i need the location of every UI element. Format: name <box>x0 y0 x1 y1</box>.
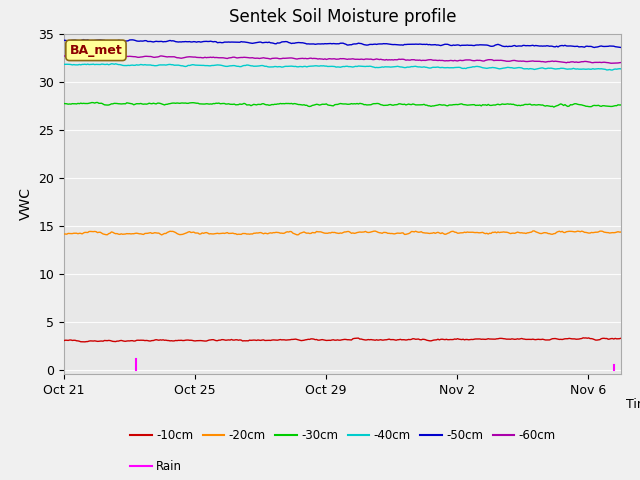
Text: BA_met: BA_met <box>70 44 122 57</box>
Legend: Rain: Rain <box>125 455 187 478</box>
Text: Time: Time <box>627 398 640 411</box>
Title: Sentek Soil Moisture profile: Sentek Soil Moisture profile <box>228 9 456 26</box>
Y-axis label: VWC: VWC <box>19 188 33 220</box>
